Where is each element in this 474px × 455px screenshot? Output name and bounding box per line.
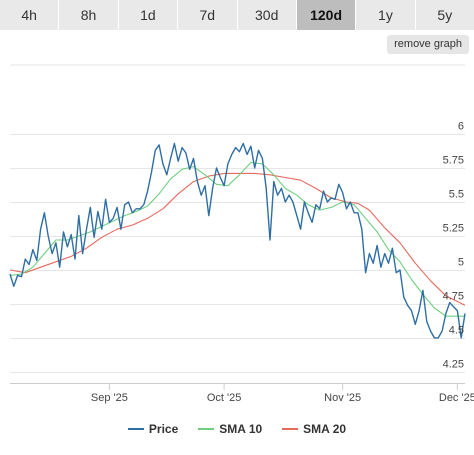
tab-30d[interactable]: 30d bbox=[237, 0, 296, 30]
tab-1y[interactable]: 1y bbox=[356, 0, 415, 30]
y-tick-label: 4.5 bbox=[449, 325, 464, 337]
tab-4h[interactable]: 4h bbox=[0, 0, 59, 30]
x-tick-label: Dec '25 bbox=[439, 392, 474, 404]
legend-item-sma10[interactable]: SMA 10 bbox=[198, 422, 262, 436]
x-tick-label: Sep '25 bbox=[91, 392, 128, 404]
legend-label-price: Price bbox=[148, 422, 179, 436]
y-tick-label: 5.25 bbox=[443, 223, 464, 235]
series-line-sma20 bbox=[9, 172, 466, 306]
tab-7d[interactable]: 7d bbox=[178, 0, 237, 30]
time-range-tabs: 4h 8h 1d 7d 30d 120d 1y 5y bbox=[0, 0, 474, 30]
y-tick-label: 6 bbox=[458, 121, 464, 133]
legend-label-sma20: SMA 20 bbox=[303, 422, 347, 436]
remove-graph-button[interactable]: remove graph bbox=[387, 35, 469, 54]
tab-5y[interactable]: 5y bbox=[415, 0, 474, 30]
series-line-price bbox=[9, 142, 466, 339]
y-tick-label: 4.25 bbox=[443, 359, 464, 371]
tab-8h[interactable]: 8h bbox=[59, 0, 118, 30]
x-tick-label: Oct '25 bbox=[207, 392, 242, 404]
legend-swatch-sma20 bbox=[282, 428, 299, 430]
x-tick-label: Nov '25 bbox=[324, 392, 361, 404]
y-tick-label: 4.75 bbox=[443, 291, 464, 303]
legend-swatch-price bbox=[127, 428, 144, 430]
tab-120d[interactable]: 120d bbox=[296, 0, 356, 30]
legend-swatch-sma10 bbox=[198, 428, 215, 430]
legend-item-price[interactable]: Price bbox=[127, 422, 179, 436]
price-chart: 4.25 4.5 4.75 5 5.25 5.5 5.75 6 Sep '25 Oct '25 N… bbox=[9, 64, 474, 404]
legend-item-sma20[interactable]: SMA 20 bbox=[282, 422, 346, 436]
tab-1d[interactable]: 1d bbox=[118, 0, 178, 30]
y-tick-label: 5.5 bbox=[449, 189, 464, 201]
y-tick-label: 5.75 bbox=[443, 155, 464, 167]
y-tick-label: 5 bbox=[458, 257, 464, 269]
chart-legend: Price SMA 10 SMA 20 bbox=[0, 419, 474, 439]
legend-label-sma10: SMA 10 bbox=[219, 422, 263, 436]
